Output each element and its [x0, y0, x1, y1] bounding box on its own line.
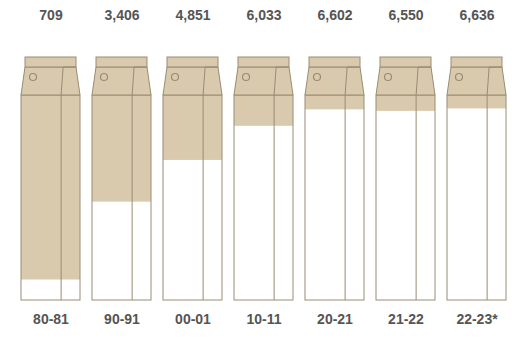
svg-text:00-01: 00-01 — [175, 311, 211, 327]
svg-text:3,406: 3,406 — [104, 7, 139, 23]
svg-text:10-11: 10-11 — [246, 311, 281, 327]
svg-text:6,033: 6,033 — [246, 7, 281, 23]
svg-text:20-21: 20-21 — [317, 311, 353, 327]
svg-text:6,636: 6,636 — [459, 7, 494, 23]
svg-text:21-22: 21-22 — [388, 311, 424, 327]
svg-text:6,602: 6,602 — [317, 7, 352, 23]
svg-text:80-81: 80-81 — [33, 311, 69, 327]
svg-text:6,550: 6,550 — [388, 7, 423, 23]
svg-text:90-91: 90-91 — [104, 311, 140, 327]
svg-text:709: 709 — [39, 7, 63, 23]
svg-text:22-23*: 22-23* — [456, 311, 498, 327]
svg-text:4,851: 4,851 — [175, 7, 210, 23]
